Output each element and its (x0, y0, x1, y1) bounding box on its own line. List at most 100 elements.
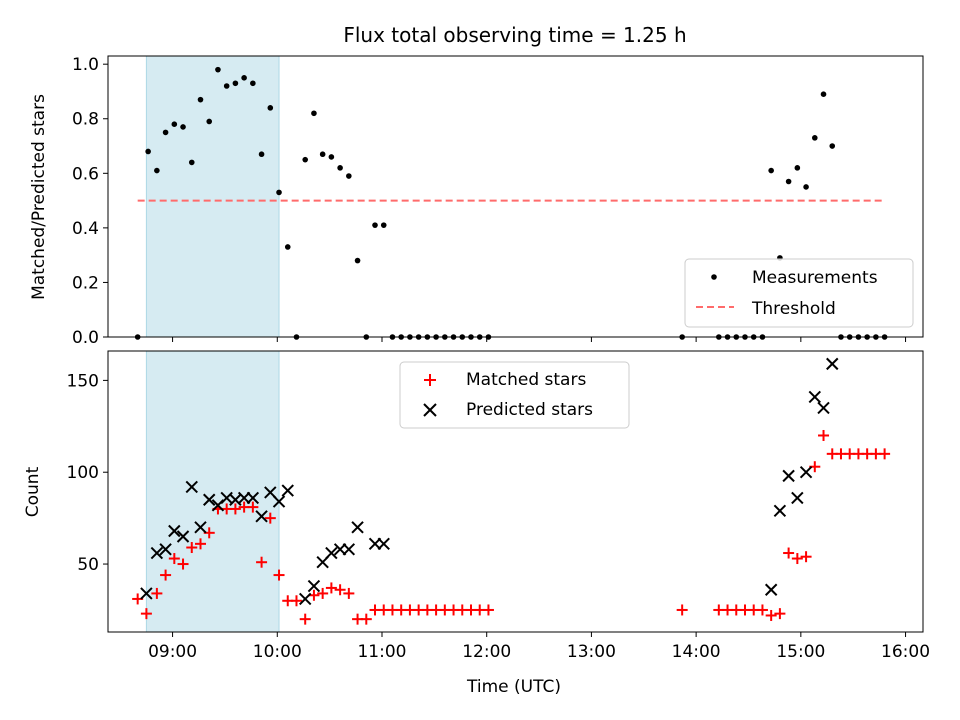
matched-star-point (774, 608, 786, 620)
predicted-star-point (159, 543, 172, 556)
bottom-axes-frame (107, 350, 924, 633)
top-x-ticks (172, 337, 907, 342)
matched-star-point (140, 608, 152, 620)
measurement-point (197, 96, 204, 103)
predicted-star-point (272, 495, 286, 508)
y-tick-label: 1.0 (72, 55, 99, 75)
measurement-point (829, 143, 836, 149)
predicted-star-point (246, 491, 260, 505)
x-tick-label: 12:00 (462, 642, 511, 662)
measurement-point (811, 135, 818, 141)
matched-star-point (247, 501, 259, 513)
measurement-point (820, 91, 827, 97)
top-y-axis-label: Matched/Predicted stars (29, 94, 49, 300)
predicted-star-point (808, 390, 822, 404)
bottom-shaded-span (145, 350, 280, 633)
measurement-point (188, 159, 195, 166)
matched-star-point (290, 595, 302, 607)
predicted-star-point (298, 592, 312, 606)
predicted-star-point (281, 484, 294, 497)
top-axes-frame (107, 55, 924, 338)
bottom-x-ticks: 09:00 10:00 11:00 12:00 13:00 14:00 15:00 16:00 (148, 632, 930, 662)
measurement-point (145, 148, 151, 155)
measurement-point (206, 118, 213, 125)
x-tick-label: 13:00 (567, 642, 616, 662)
predicted-star-point (307, 579, 321, 593)
measurement-point (171, 121, 178, 128)
matched-star-point (783, 547, 795, 559)
chart-title: Flux total observing time = 1.25 h (343, 23, 686, 47)
shaded-time-span (145, 350, 280, 633)
bottom-legend-box (399, 361, 630, 429)
legend-matched-label: Matched stars (466, 370, 586, 390)
predicted-star-point (325, 546, 338, 560)
shaded-time-span (145, 55, 280, 338)
predicted-star-point (150, 546, 164, 560)
measurement-point (319, 151, 326, 158)
measurement-point (215, 66, 221, 73)
bottom-y-ticks: 50 100 150 (67, 371, 108, 575)
measurement-point (154, 167, 160, 174)
matched-star-point (194, 538, 206, 550)
x-tick-label: 14:00 (672, 642, 721, 662)
measurement-point (232, 80, 239, 87)
matched-star-point (325, 582, 337, 594)
measurement-point (250, 80, 256, 87)
x-tick-label: 15:00 (776, 642, 825, 662)
x-axis-label: Time (UTC) (466, 677, 561, 697)
predicted-star-point (773, 504, 787, 517)
x-tick-label: 11:00 (357, 642, 406, 662)
top-shaded-span (145, 55, 280, 338)
predicted-star-point (203, 493, 216, 506)
y-tick-label: 100 (67, 463, 99, 483)
x-tick-label: 09:00 (148, 642, 197, 662)
matched-star-point (273, 569, 285, 581)
measurement-point (768, 167, 774, 174)
matched-star-point (800, 551, 812, 563)
measurement-point (267, 105, 274, 111)
predicted-star-point (791, 491, 804, 505)
predicted-star-point (351, 521, 364, 534)
matched-star-point (756, 604, 768, 616)
measurement-point (223, 83, 230, 89)
y-tick-label: 0.8 (72, 110, 99, 130)
legend-measurements-marker (711, 274, 717, 280)
measurement-point (346, 173, 352, 179)
legend-matched-marker (424, 374, 436, 386)
y-tick-label: 0.2 (72, 273, 99, 293)
bottom-legend: Matched stars Predicted stars (399, 361, 630, 429)
y-tick-label: 150 (67, 371, 99, 391)
legend-predicted-marker (423, 403, 437, 417)
bottom-y-axis-label: Count (23, 466, 43, 517)
matched-star-point (360, 613, 372, 625)
bottom-panel: 09:00 10:00 11:00 12:00 13:00 14:00 15:00 16:00… (23, 350, 930, 697)
measurement-point (337, 165, 343, 171)
predicted-star-point (176, 530, 190, 543)
matched-star-point (264, 512, 276, 524)
matched-star-point (151, 587, 163, 599)
measurement-point (354, 257, 361, 264)
measurement-point (380, 222, 387, 228)
matched-star-point (879, 448, 891, 460)
legend-predicted-label: Predicted stars (466, 400, 593, 420)
matched-star-point (482, 604, 494, 616)
matched-star-point (168, 553, 180, 565)
matched-star-point (256, 556, 268, 568)
matched-star-point (676, 604, 688, 616)
measurement-point (785, 178, 792, 185)
matched-star-point (186, 542, 198, 554)
predicted-star-point (194, 521, 207, 534)
predicted-star-point (764, 583, 778, 596)
measurement-point (794, 165, 801, 171)
predicted-star-point (377, 537, 390, 551)
predicted-star-point (782, 469, 795, 483)
matched-star-point (229, 503, 241, 515)
y-tick-label: 0.4 (72, 219, 99, 239)
x-tick-label: 10:00 (253, 642, 302, 662)
matched-star-point (317, 587, 329, 599)
matched-star-point (343, 587, 355, 599)
top-panel: 0.0 0.2 0.4 0.6 0.8 1.0 Matched/Predicted sta… (29, 55, 924, 348)
legend-measurements-label: Measurements (752, 268, 878, 288)
y-tick-label: 0.0 (72, 328, 99, 348)
predicted-star-point (168, 524, 181, 538)
